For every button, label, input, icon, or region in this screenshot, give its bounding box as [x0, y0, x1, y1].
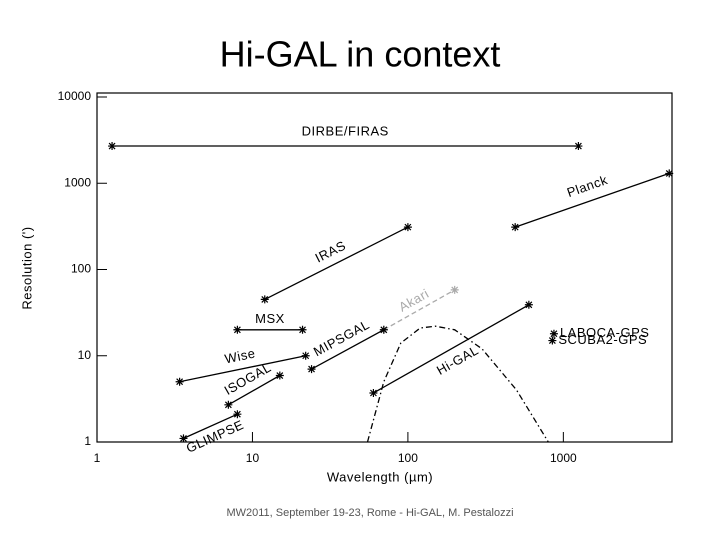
- series-line: [373, 304, 530, 394]
- x-axis-label: Wavelength (µm): [327, 469, 433, 484]
- series-line: [514, 172, 670, 228]
- point-marker: [574, 142, 583, 151]
- point-marker: [369, 388, 378, 397]
- footer: MW2011, September 19-23, Rome - Hi-GAL, …: [226, 507, 513, 519]
- point-marker: [301, 351, 310, 360]
- point-marker: [298, 325, 307, 334]
- y-tick-label: 1000: [64, 175, 91, 189]
- slide-title: Hi-GAL in context: [220, 34, 501, 75]
- point-marker: [260, 295, 269, 304]
- series-line: [179, 355, 306, 383]
- series-label: DIRBE/FIRAS: [302, 123, 389, 138]
- point-marker: [275, 371, 284, 380]
- series-label: IRAS: [313, 238, 349, 266]
- y-tick-label: 10000: [58, 89, 92, 103]
- point-marker: [233, 410, 242, 419]
- point-marker: [549, 329, 558, 338]
- point-marker: [108, 142, 117, 151]
- series-line: [383, 289, 456, 331]
- series-label: SCUBA2-GPS: [558, 332, 647, 347]
- point-marker: [224, 400, 233, 409]
- series-line: [366, 325, 549, 443]
- point-marker: [524, 300, 533, 309]
- point-marker: [175, 377, 184, 386]
- x-tick-label: 1: [94, 451, 101, 465]
- series-label: MSX: [255, 311, 285, 326]
- point-marker: [379, 325, 388, 334]
- y-axis-label: Resolution ('): [19, 226, 34, 309]
- point-marker: [307, 365, 316, 374]
- y-tick-label: 100: [71, 262, 91, 276]
- series-line: [183, 413, 238, 439]
- point-marker: [403, 223, 412, 232]
- series-label: Akari: [396, 286, 431, 315]
- series-label: GLIMPSE: [184, 417, 246, 456]
- point-marker: [665, 169, 674, 178]
- series-label: Wise: [223, 345, 256, 366]
- series-label: Hi-GAL: [434, 342, 481, 378]
- y-tick-label: 10: [78, 348, 92, 362]
- point-marker: [511, 223, 520, 232]
- point-marker: [179, 434, 188, 443]
- x-tick-label: 10: [246, 451, 260, 465]
- point-marker: [548, 336, 557, 345]
- y-tick-label: 1: [84, 434, 91, 448]
- point-marker: [450, 285, 459, 294]
- series-label: LABOCA-GPS: [560, 325, 650, 340]
- point-marker: [233, 325, 242, 334]
- series-line: [264, 226, 409, 300]
- series-line: [311, 329, 385, 370]
- plot-frame: [96, 92, 673, 443]
- x-tick-label: 100: [398, 451, 418, 465]
- x-tick-label: 1000: [550, 451, 577, 465]
- series-line: [228, 374, 281, 406]
